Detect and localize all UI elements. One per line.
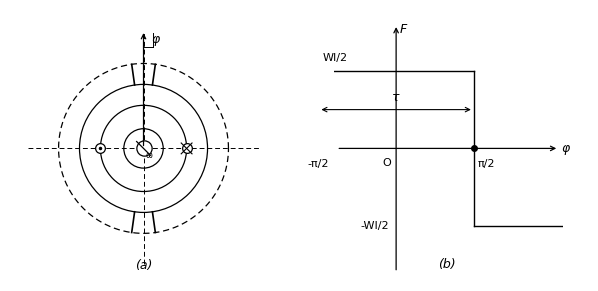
Text: (b): (b) [438,258,455,271]
Text: -WI/2: -WI/2 [361,221,389,231]
Text: -π/2: -π/2 [308,159,329,169]
Text: (a): (a) [135,258,152,272]
Text: O: O [383,158,392,168]
Text: τ: τ [392,91,400,104]
Text: WI/2: WI/2 [322,53,347,63]
Text: φ: φ [562,142,570,155]
Text: F: F [399,23,407,36]
Text: φ: φ [151,33,159,46]
Text: ω: ω [146,151,153,160]
Text: π/2: π/2 [478,159,495,169]
